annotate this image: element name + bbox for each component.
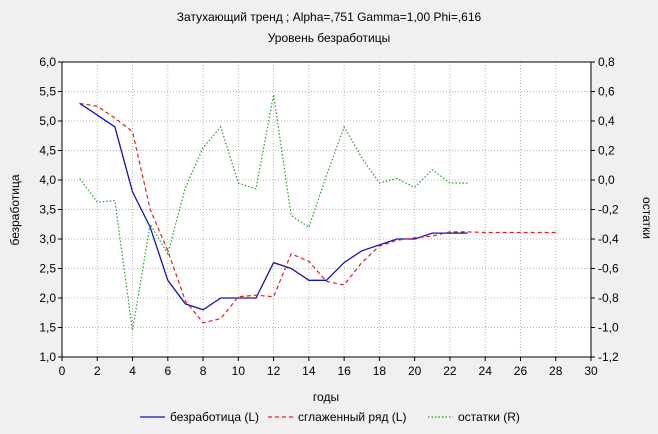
y-left-tick-label: 5,0 — [39, 114, 56, 128]
series-layer — [79, 94, 556, 331]
y-right-tick-label: 0,6 — [598, 85, 615, 99]
y-axis-left: 1,0 1,5 2,0 2,5 3,0 3,5 4,0 4,5 5,0 5,5 6,0 — [39, 55, 62, 364]
grid — [62, 62, 591, 357]
y-left-tick-label: 1,5 — [39, 321, 56, 335]
x-tick-label: 0 — [59, 364, 66, 378]
x-tick-label: 16 — [337, 364, 351, 378]
y-left-tick-label: 2,0 — [39, 291, 56, 305]
chart-title: Затухающий тренд ; Alpha=,751 Gamma=1,00… — [177, 10, 482, 24]
x-tick-label: 30 — [584, 364, 598, 378]
y-left-tick-label: 6,0 — [39, 55, 56, 69]
x-tick-label: 10 — [232, 364, 246, 378]
y-right-tick-label: -1,2 — [598, 350, 619, 364]
y-axis-left-label: безработица — [8, 174, 22, 245]
y-right-tick-label: -1,0 — [598, 321, 619, 335]
y-right-tick-label: 0,2 — [598, 144, 615, 158]
y-left-tick-label: 4,0 — [39, 173, 56, 187]
y-left-tick-label: 3,0 — [39, 232, 56, 246]
series-line-2 — [79, 102, 556, 324]
y-left-tick-label: 4,5 — [39, 144, 56, 158]
y-right-tick-label: -0,2 — [598, 203, 619, 217]
x-tick-label: 12 — [267, 364, 281, 378]
chart-subtitle: Уровень безработицы — [268, 31, 391, 45]
y-right-tick-label: 0,0 — [598, 173, 615, 187]
x-tick-label: 24 — [479, 364, 493, 378]
series-line-1 — [79, 102, 468, 311]
y-left-tick-label: 3,5 — [39, 203, 56, 217]
x-tick-label: 4 — [129, 364, 136, 378]
y-axis-right: -1,2 -1,0 -0,8 -0,6 -0,4 -0,2 0,0 0,2 0,4 0,6 0,8 — [591, 55, 619, 364]
x-axis-label: годы — [313, 390, 339, 404]
x-tick-label: 2 — [94, 364, 101, 378]
y-axis-right-label: остатки — [640, 197, 654, 239]
x-tick-label: 26 — [514, 364, 528, 378]
legend: безработица (L) сглаженный ряд (L) остатки… — [140, 410, 520, 424]
y-right-tick-label: 0,4 — [598, 114, 615, 128]
y-right-tick-label: -0,4 — [598, 232, 619, 246]
x-tick-label: 8 — [200, 364, 207, 378]
y-right-tick-label: 0,8 — [598, 55, 615, 69]
y-left-tick-label: 1,0 — [39, 350, 56, 364]
x-tick-label: 14 — [302, 364, 316, 378]
x-tick-label: 22 — [443, 364, 457, 378]
y-right-tick-label: -0,8 — [598, 291, 619, 305]
legend-label-3: остатки (R) — [458, 410, 520, 424]
y-left-tick-label: 2,5 — [39, 262, 56, 276]
legend-label-2: сглаженный ряд (L) — [298, 410, 406, 424]
x-tick-label: 20 — [408, 364, 422, 378]
legend-label-1: безработица (L) — [170, 410, 259, 424]
x-tick-label: 28 — [549, 364, 563, 378]
x-tick-label: 6 — [164, 364, 171, 378]
x-tick-label: 18 — [373, 364, 387, 378]
y-right-tick-label: -0,6 — [598, 262, 619, 276]
x-axis: 0 2 4 6 8 10 12 14 16 18 20 22 24 26 28 30 — [59, 357, 598, 378]
series-line-3 — [79, 94, 468, 331]
y-left-tick-label: 5,5 — [39, 85, 56, 99]
